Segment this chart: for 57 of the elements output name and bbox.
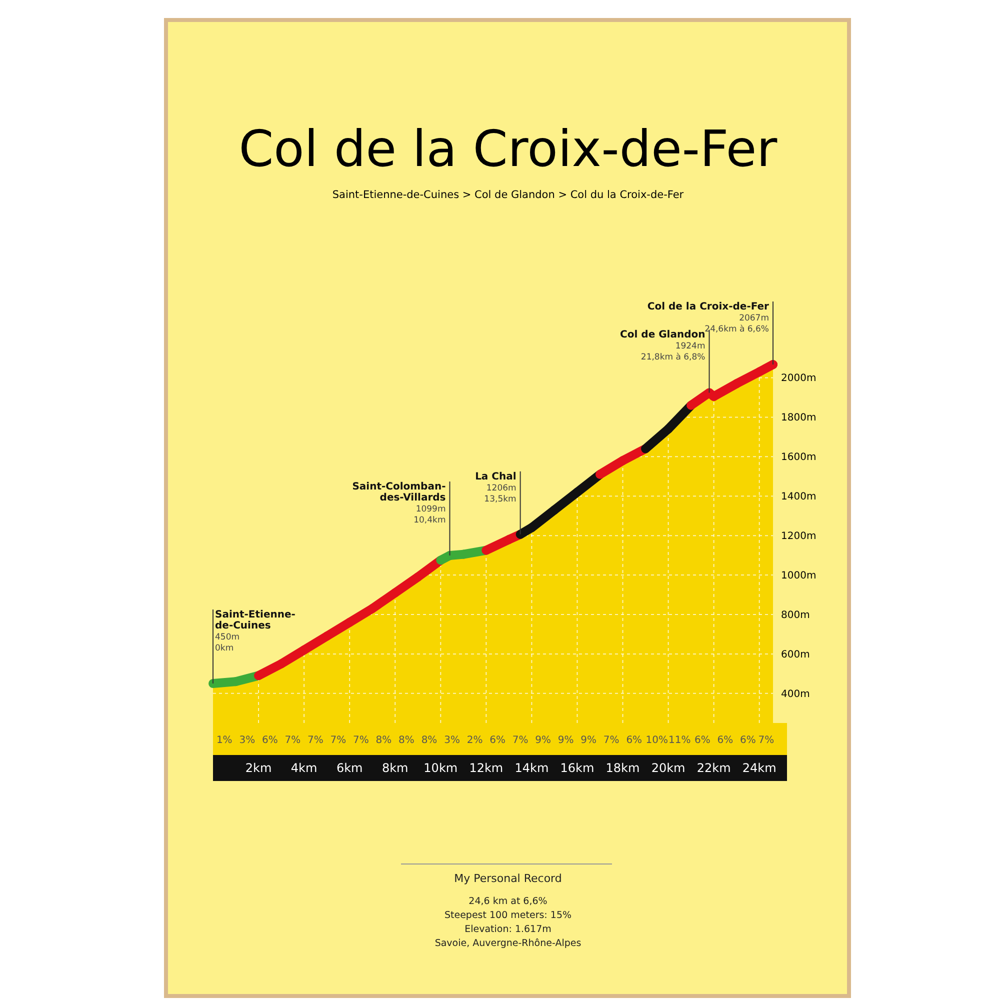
text: 6% bbox=[262, 735, 278, 746]
y-tick-label: 1600m bbox=[781, 452, 816, 464]
x-tick-label: 24km bbox=[742, 761, 776, 775]
y-tick-label: 600m bbox=[781, 649, 810, 660]
text: 6% bbox=[740, 735, 756, 746]
x-tick-label: 2km bbox=[245, 761, 272, 775]
text: 7% bbox=[308, 735, 324, 746]
text: 8% bbox=[376, 735, 392, 746]
x-tick-label: 20km bbox=[651, 761, 686, 775]
chart-title: Col de la Croix-de-Fer bbox=[238, 120, 778, 178]
text: 3% bbox=[239, 735, 256, 746]
y-tick-label: 1200m bbox=[781, 531, 816, 542]
text: 7% bbox=[758, 735, 774, 746]
text: 2% bbox=[466, 735, 483, 746]
x-tick-label: 12km bbox=[469, 761, 504, 775]
text: Steepest 100 meters: 15% bbox=[444, 910, 572, 921]
y-tick-label: 400m bbox=[781, 688, 810, 700]
text: 8% bbox=[421, 735, 438, 746]
text: 7% bbox=[330, 735, 346, 746]
x-tick-label: 22km bbox=[696, 761, 731, 775]
text: 3% bbox=[444, 735, 460, 746]
annotation: Saint-Etienne- de-Cuines 450m 0km bbox=[215, 610, 296, 654]
y-tick-label: 1000m bbox=[781, 570, 816, 582]
x-tick-label: 18km bbox=[606, 761, 640, 775]
x-tick-label: 4km bbox=[290, 761, 318, 775]
text: 10% bbox=[646, 735, 668, 746]
y-tick-label: 1400m bbox=[781, 492, 816, 503]
text: 7% bbox=[512, 735, 528, 746]
annotation: Saint-Colomban- des-Villards 1099m 10,4km bbox=[352, 481, 446, 526]
text: 7% bbox=[353, 735, 369, 746]
text: 24,6 km at 6,6% bbox=[468, 896, 548, 907]
text: 6% bbox=[694, 735, 710, 746]
x-tick-label: 6km bbox=[336, 761, 363, 775]
text: 9% bbox=[558, 735, 574, 746]
text: 1% bbox=[216, 735, 232, 746]
text: Elevation: 1.617m bbox=[464, 924, 552, 935]
text: 7% bbox=[603, 735, 620, 746]
x-tick-label: 14km bbox=[514, 761, 549, 775]
text: 6% bbox=[717, 735, 734, 746]
chart-subtitle: Saint-Etienne-de-Cuines > Col de Glandon > Col du la Croix-de-Fer bbox=[332, 189, 684, 201]
x-tick-label: 8km bbox=[382, 761, 408, 775]
text: 6% bbox=[626, 735, 642, 746]
text: 7% bbox=[284, 735, 301, 746]
x-tick-label: 16km bbox=[560, 761, 594, 775]
y-tick-label: 800m bbox=[781, 610, 810, 621]
y-tick-label: 2000m bbox=[781, 373, 816, 384]
text: 6% bbox=[490, 735, 506, 746]
y-tick-label: 1800m bbox=[781, 412, 816, 424]
text: 9% bbox=[535, 735, 552, 746]
text: My Personal Record bbox=[454, 872, 562, 885]
text: 11% bbox=[668, 735, 691, 746]
text: Savoie, Auvergne-Rhône-Alpes bbox=[434, 938, 582, 949]
text: 8% bbox=[398, 735, 414, 746]
annotation: Col de Glandon 1924m 21,8km à 6,8% bbox=[620, 330, 706, 363]
text: 9% bbox=[580, 735, 597, 746]
annotation: La Chal 1206m 13,5km bbox=[475, 471, 516, 504]
x-tick-label: 10km bbox=[424, 761, 458, 775]
